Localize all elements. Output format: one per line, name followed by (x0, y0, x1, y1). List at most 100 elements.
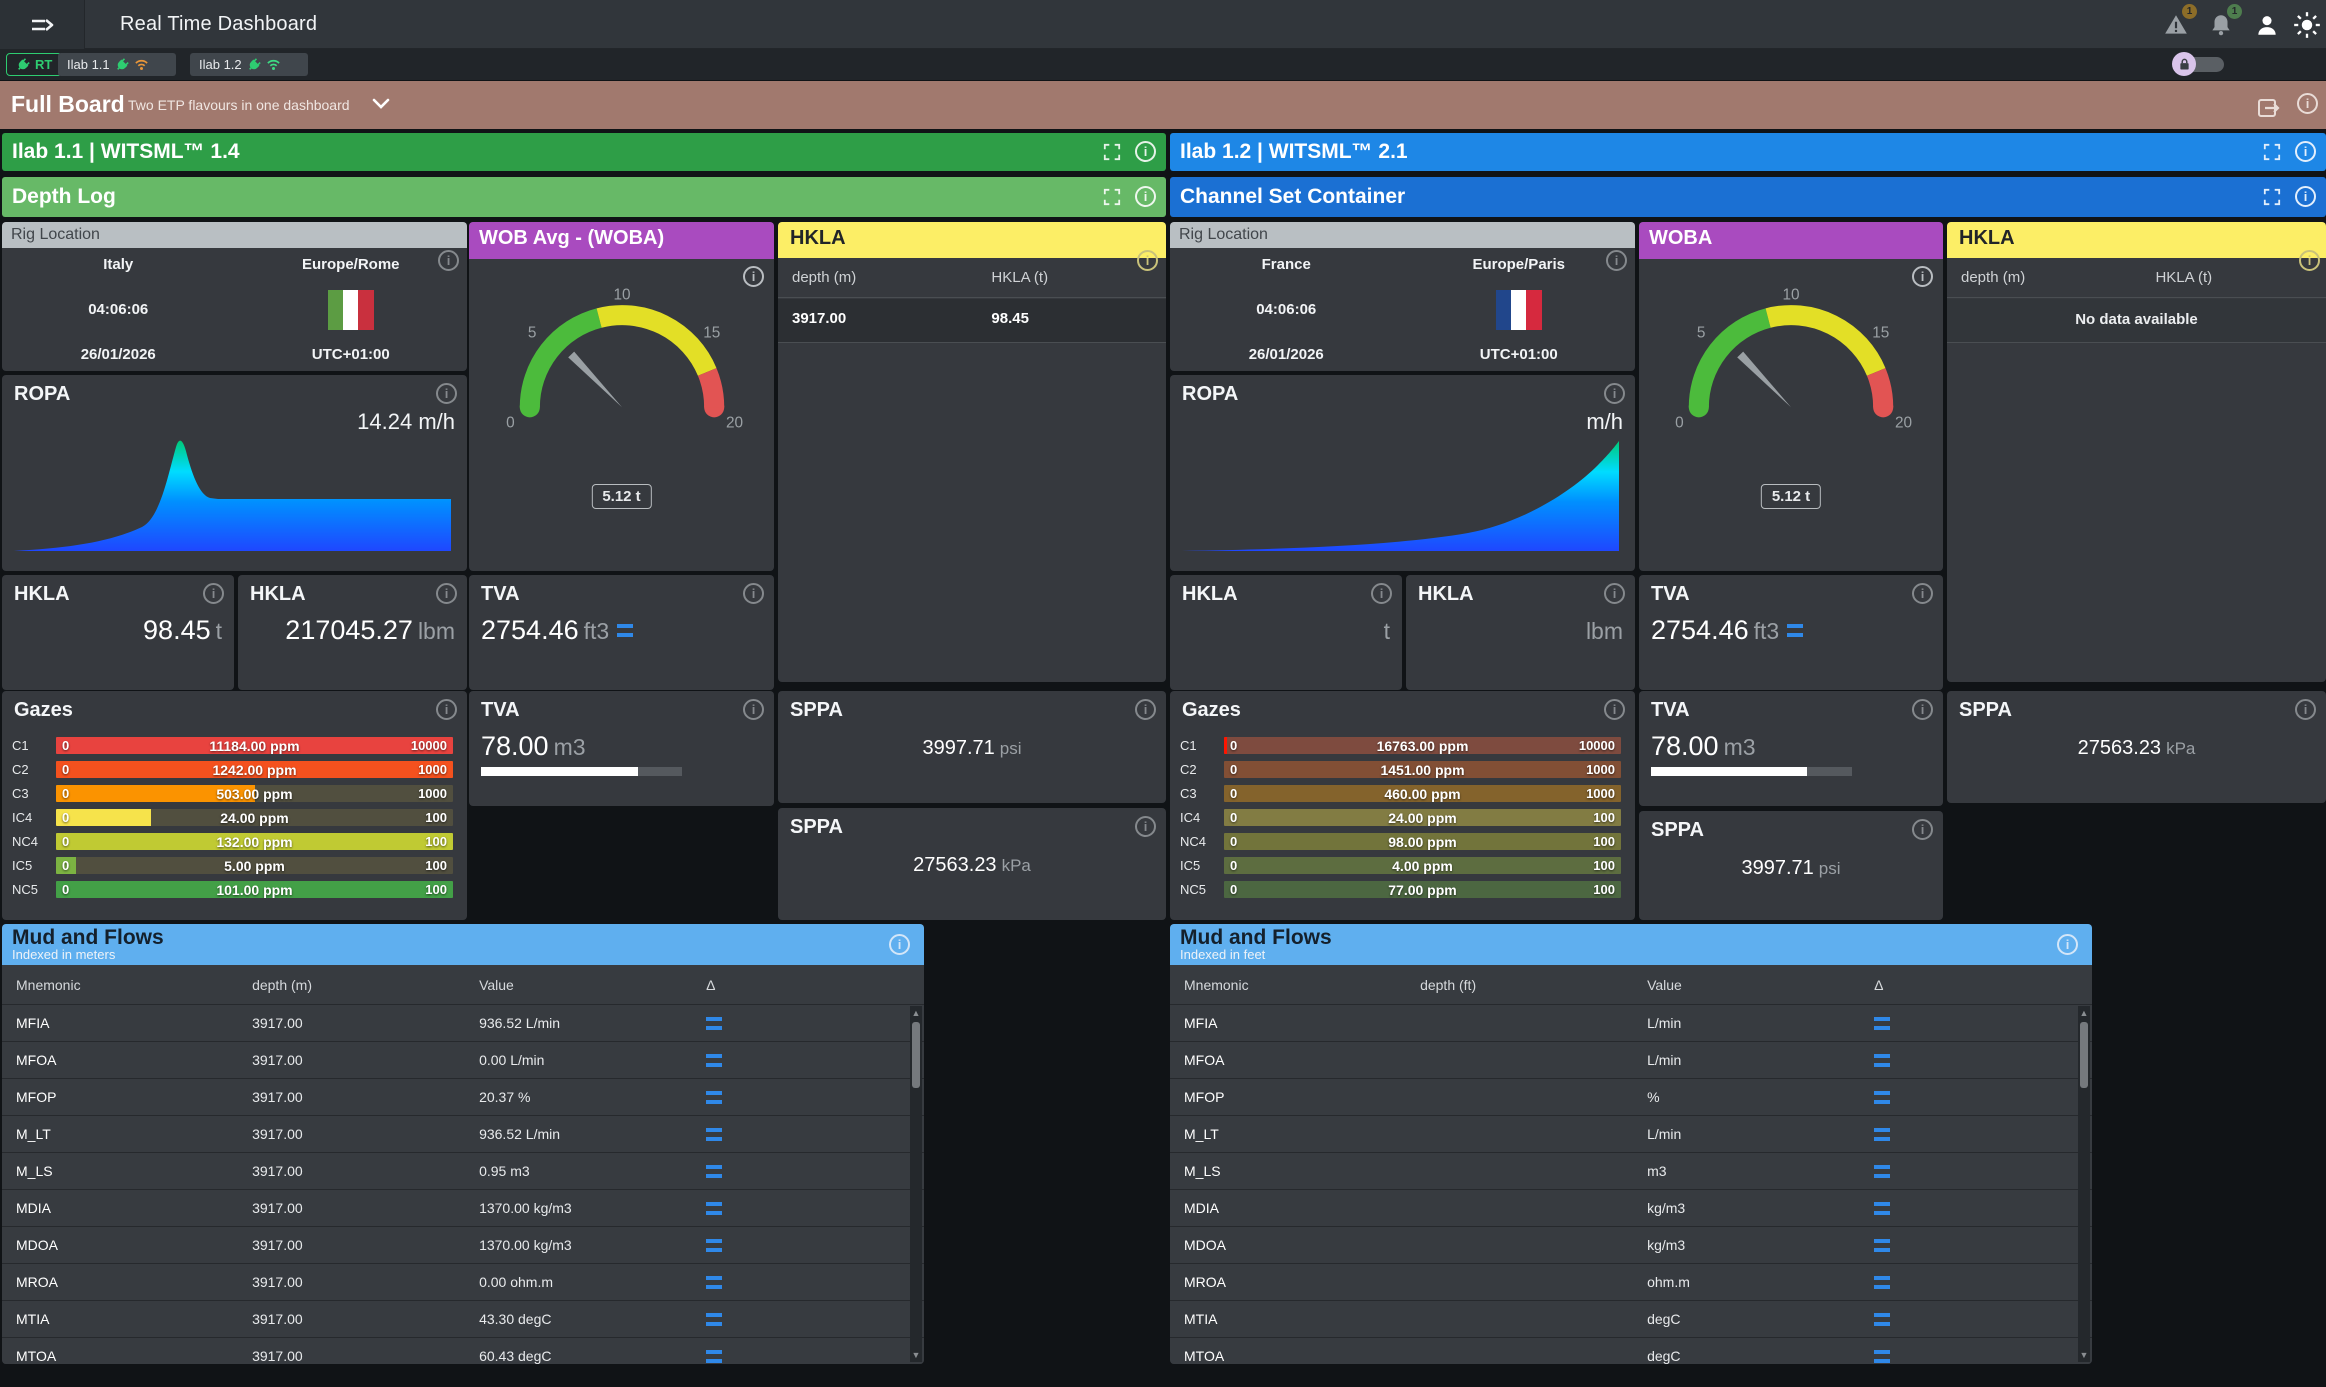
table-row[interactable]: MFOA L/min (1170, 1042, 2092, 1079)
panel-info-icon[interactable] (1135, 141, 1156, 162)
tab-ilab-1-1[interactable]: Ilab 1.1 (58, 53, 176, 76)
rt-chip[interactable]: RT (6, 53, 63, 76)
info-icon[interactable] (1912, 266, 1933, 287)
tab-ilab-1-2[interactable]: Ilab 1.2 (190, 53, 308, 76)
expand-icon[interactable] (1103, 188, 1121, 206)
board-subtitle[interactable]: Two ETP flavours in one dashboard (128, 97, 350, 113)
gaze-min: 0 (1230, 857, 1238, 873)
cell-value: 43.30 degC (479, 1311, 552, 1327)
info-icon[interactable] (1371, 583, 1392, 604)
info-icon[interactable] (2299, 250, 2320, 271)
gaze-bar: 0 1451.00 ppm 1000 (1224, 760, 1621, 778)
theme-button[interactable] (2290, 8, 2324, 42)
lock-toggle[interactable] (2172, 52, 2224, 76)
info-icon[interactable] (743, 266, 764, 287)
subpanel-info-icon[interactable] (1135, 186, 1156, 207)
table-row[interactable]: MDOA 3917.00 1370.00 kg/m3 (2, 1227, 924, 1264)
alerts-button[interactable]: 1 (2159, 4, 2197, 42)
table-row[interactable]: MFIA 3917.00 936.52 L/min (2, 1005, 924, 1042)
user-button[interactable] (2250, 8, 2284, 42)
cell-mnemonic: MTOA (16, 1348, 57, 1364)
cell-depth: 3917.00 (252, 1126, 303, 1142)
info-icon[interactable] (1135, 816, 1156, 837)
expand-icon[interactable] (1103, 143, 1121, 161)
table-row[interactable]: MTIA 3917.00 43.30 degC (2, 1301, 924, 1338)
gazes-rows: C1 0 16763.00 ppm 10000 C2 0 1451.00 ppm… (1180, 733, 1621, 901)
info-icon[interactable] (889, 934, 910, 955)
table-row[interactable]: MFOA 3917.00 0.00 L/min (2, 1042, 924, 1079)
table-row[interactable]: M_LT 3917.00 936.52 L/min (2, 1116, 924, 1153)
info-icon[interactable] (1604, 383, 1625, 404)
info-icon[interactable] (1137, 250, 1158, 271)
subpanel-info-icon[interactable] (2295, 186, 2316, 207)
expand-icon[interactable] (2263, 188, 2281, 206)
widget-gazes: Gazes C1 0 11184.00 ppm 10000 C2 0 1242.… (2, 691, 467, 920)
expand-icon[interactable] (2263, 143, 2281, 161)
gauge-chart: 0 5 10 15 20 (506, 287, 743, 432)
info-icon[interactable] (203, 583, 224, 604)
sppa-title: SPPA (790, 699, 843, 721)
top-bar: Real Time Dashboard 1 1 (0, 0, 2326, 49)
table-row[interactable]: MDOA kg/m3 (1170, 1227, 2092, 1264)
cell-mnemonic: M_LT (16, 1126, 51, 1142)
table-row[interactable]: MTOA 3917.00 60.43 degC (2, 1338, 924, 1364)
table-row[interactable]: MFIA L/min (1170, 1005, 2092, 1042)
table-row[interactable]: MTOA degC (1170, 1338, 2092, 1364)
gaze-row: NC5 0 101.00 ppm 100 (12, 877, 453, 901)
info-icon[interactable] (2057, 934, 2078, 955)
table-row[interactable]: MFOP % (1170, 1079, 2092, 1116)
info-icon[interactable] (1912, 699, 1933, 720)
info-icon[interactable] (743, 583, 764, 604)
table-row[interactable]: MDIA 3917.00 1370.00 kg/m3 (2, 1190, 924, 1227)
info-icon[interactable] (1606, 250, 1627, 271)
gaze-label: C2 (1180, 761, 1197, 777)
gaze-value: 1451.00 ppm (1380, 761, 1465, 778)
info-icon[interactable] (438, 250, 459, 271)
info-icon[interactable] (436, 383, 457, 404)
hkla-table-row[interactable]: 3917.00 98.45 (778, 299, 1166, 343)
info-icon[interactable] (1912, 583, 1933, 604)
info-icon[interactable] (1135, 699, 1156, 720)
info-icon[interactable] (1604, 583, 1625, 604)
table-scrollbar[interactable]: ▲ ▼ (910, 1006, 922, 1362)
panel-info-icon[interactable] (2295, 141, 2316, 162)
board-export-button[interactable] (2252, 91, 2286, 125)
table-row[interactable]: M_LS 3917.00 0.95 m3 (2, 1153, 924, 1190)
table-row[interactable]: MROA 3917.00 0.00 ohm.m (2, 1264, 924, 1301)
sppa-title: SPPA (790, 816, 843, 838)
table-row[interactable]: M_LS m3 (1170, 1153, 2092, 1190)
gaze-bar-fill (56, 880, 453, 898)
ropa-title: ROPA (14, 383, 71, 405)
menu-arrow-icon (32, 18, 54, 31)
table-row[interactable]: MTIA degC (1170, 1301, 2092, 1338)
table-row[interactable]: MDIA kg/m3 (1170, 1190, 2092, 1227)
tab-label: Ilab 1.1 (67, 57, 110, 72)
chevron-down-icon[interactable] (372, 98, 390, 110)
table-scrollbar[interactable]: ▲ ▼ (2078, 1006, 2090, 1362)
hkla-table-header: depth (m) HKLA (t) (778, 258, 1166, 298)
board-info-icon[interactable] (2297, 93, 2318, 114)
notifications-button[interactable]: 1 (2204, 4, 2242, 42)
info-icon[interactable] (743, 699, 764, 720)
gaze-label: C3 (1180, 785, 1197, 801)
info-icon[interactable] (436, 583, 457, 604)
stat-title: HKLA (1418, 583, 1474, 605)
widget-mud-and-flows: Mud and Flows Indexed in feet Mnemonicde… (1170, 924, 2092, 1364)
board-bar: Full Board Two ETP flavours in one dashb… (0, 81, 2326, 129)
gaze-min: 0 (1230, 809, 1238, 825)
gaze-label: IC4 (1180, 809, 1201, 825)
gaze-row: C1 0 16763.00 ppm 10000 (1180, 733, 1621, 757)
gaze-label: C3 (12, 785, 29, 801)
info-icon[interactable] (1604, 699, 1625, 720)
gaze-bar-fill (56, 832, 453, 850)
table-row[interactable]: M_LT L/min (1170, 1116, 2092, 1153)
info-icon[interactable] (1912, 819, 1933, 840)
rig-country: France (1261, 256, 1311, 273)
table-row[interactable]: MFOP 3917.00 20.37 % (2, 1079, 924, 1116)
table-row[interactable]: MROA ohm.m (1170, 1264, 2092, 1301)
info-icon[interactable] (436, 699, 457, 720)
info-icon[interactable] (2295, 699, 2316, 720)
sidebar-collapse-button[interactable] (0, 0, 85, 49)
